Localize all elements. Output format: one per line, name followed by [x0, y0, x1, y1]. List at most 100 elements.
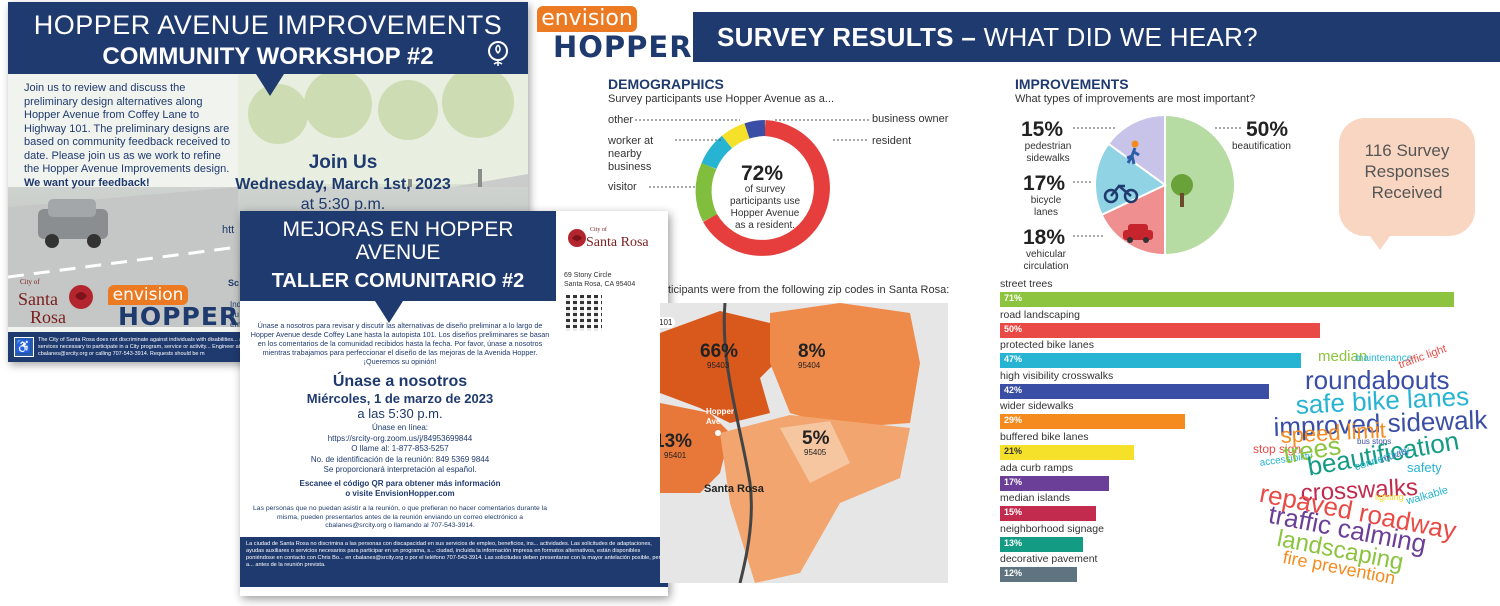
bar-value-street-trees: 71% [1004, 293, 1023, 303]
bar-label-high-visibility-crosswalks: high visibility crosswalks [1000, 369, 1114, 382]
bar-label-wider-sidewalks: wider sidewalks [1000, 400, 1074, 413]
bar-label-road-landscaping: road landscaping [1000, 308, 1080, 321]
donut-center-line1: of survey [744, 184, 786, 195]
demographics-donut-chart [695, 120, 830, 256]
bar-label-neighborhood-signage: neighborhood signage [1000, 522, 1104, 535]
bar-buffered-bike-lanes: 21% [1000, 445, 1135, 460]
rose-icon [483, 38, 513, 73]
phone-number: O llame al: 1-877-853-5257 [351, 444, 449, 453]
city-logo-rosa: Rosa [30, 307, 66, 327]
demographics-subtitle: Survey participants use Hopper Avenue as… [608, 93, 835, 105]
qr-instructions: Escanee el código QR para obtener más in… [250, 479, 550, 499]
map-pct-95401: 13% [660, 431, 693, 452]
qr-code[interactable] [566, 295, 602, 331]
spanish-join-block: Únase a nosotros Miércoles, 1 de marzo d… [250, 373, 550, 421]
english-intro-text: Join us to review and discuss the prelim… [24, 82, 239, 190]
bar-value-decorative-pavement: 12% [1004, 568, 1023, 579]
interpretation-note: Se proporcionará interpretación al españ… [323, 465, 477, 474]
bar-value-wider-sidewalks: 29% [1004, 415, 1023, 426]
word-cloud-term: safety [1407, 460, 1442, 475]
english-partial-text-2: Sc [228, 278, 240, 288]
pie-label-vehicular: vehicular circulation [1023, 249, 1069, 272]
speech-bubble-tail [256, 74, 284, 96]
bar-value-high-visibility-crosswalks: 42% [1004, 384, 1023, 395]
bar-value-buffered-bike-lanes: 21% [1004, 446, 1023, 456]
bicycle-icon [1103, 180, 1139, 209]
map-zip-95404: 95404 [798, 361, 821, 370]
city-of-label-es: City of [590, 227, 607, 233]
spanish-title-line2: TALLER COMUNITARIO #2 [271, 270, 525, 292]
bar-value-road-landscaping: 50% [1004, 323, 1023, 334]
bar-high-visibility-crosswalks: 42% [1000, 383, 1269, 399]
pie-pct-pedestrian: 15% [1021, 118, 1064, 141]
map-region-santa-rosa [720, 415, 910, 583]
map-zip-95405: 95405 [804, 448, 827, 457]
bar-value-protected-bike-lanes: 47% [1004, 354, 1023, 365]
city-logo-santa: Santa [18, 289, 58, 309]
bar-value-median-islands: 15% [1004, 507, 1023, 518]
envision-logo-badge-survey: envision [537, 6, 637, 32]
english-partial-text-1: htt [222, 224, 235, 236]
word-cloud-term: roundabouts [1305, 365, 1450, 395]
pie-slice-pedestrian [1106, 113, 1166, 187]
bar-protected-bike-lanes: 47% [1000, 353, 1301, 369]
label-worker: worker at nearby business [608, 135, 654, 173]
highway-101-line [722, 303, 753, 583]
english-footer-text: The City of Santa Rosa does not discrimi… [38, 337, 258, 357]
label-resident: resident [872, 135, 912, 147]
improvements-pie-chart [1094, 113, 1236, 257]
bar-street-trees: 71% [1000, 292, 1454, 307]
santa-rosa-label-es: Santa Rosa [586, 235, 649, 250]
mailing-address: 69 Stony Circle Santa Rosa, CA 95404 [564, 271, 635, 289]
english-join-block: Join Us Wednesday, March 1st, 2023 at 5:… [198, 152, 488, 214]
english-partial-text-5: em [230, 320, 242, 329]
spanish-title-line1: MEJORAS EN HOPPER AVENUE [282, 218, 514, 264]
english-title-line2: COMMUNITY WORKSHOP #2 [102, 43, 434, 70]
banner-bold-text: SURVEY RESULTS – [717, 22, 977, 52]
survey-results-banner: SURVEY RESULTS – WHAT DID WE HEAR? [693, 12, 1500, 62]
spanish-comment-note: Las personas que no puedan asistir a la … [253, 505, 547, 529]
hopper-ave-label: Hopper Ave [706, 407, 734, 426]
english-title-line1: HOPPER AVENUE IMPROVEMENTS [33, 10, 503, 40]
english-join-title: Join Us [308, 152, 378, 173]
map-region-95405 [780, 421, 850, 483]
spanish-join-title: Únase a nosotros [332, 373, 468, 390]
spanish-flyer: MEJORAS EN HOPPER AVENUE TALLER COMUNITA… [240, 211, 668, 596]
improvements-title: IMPROVEMENTS [1015, 76, 1129, 92]
english-time: at 5:30 p.m. [300, 196, 386, 213]
word-cloud-term: stop sign [1253, 442, 1302, 456]
envision-logo-badge: envision [108, 285, 188, 305]
city-logo-small-text: City of [20, 278, 40, 286]
spanish-time: a las 5:30 p.m. [357, 406, 443, 421]
english-feedback-text: We want your feedback! [24, 176, 150, 189]
donut-slice-worker [701, 135, 733, 170]
zoom-link[interactable]: https://srcity-org.zoom.us/j/84953699844 [327, 433, 473, 443]
english-date: Wednesday, March 1st, 2023 [235, 176, 451, 193]
bar-label-ada-curb-ramps: ada curb ramps [1000, 461, 1073, 474]
spanish-footer-text: La ciudad de Santa Rosa no discrimina a … [246, 541, 664, 568]
pedestrian-icon [1123, 140, 1145, 171]
pie-label-bicycle: bicycle lanes [1030, 195, 1062, 218]
donut-center-pct: 72% [741, 162, 784, 185]
rose-logo-icon [66, 282, 96, 317]
address-line1: 69 Stony Circle [564, 272, 612, 279]
banner-rest-text: WHAT DID WE HEAR? [976, 22, 1258, 52]
donut-center-text: of survey participants use Hopper Avenue… [715, 184, 815, 232]
bar-neighborhood-signage: 13% [1000, 536, 1084, 552]
bar-label-median-islands: median islands [1000, 492, 1071, 505]
label-visitor: visitor [608, 181, 637, 193]
word-cloud-term: bus stops [1357, 437, 1392, 446]
word-cloud-term: median [1318, 348, 1368, 365]
meeting-id: No. de identificación de la reunión: 849… [310, 454, 490, 464]
map-region-95404 [770, 303, 920, 428]
hopper-ave-marker [715, 430, 721, 436]
address-line2: Santa Rosa, CA 95404 [564, 281, 636, 288]
donut-slice-business-owner [744, 120, 766, 139]
online-label: Únase en línea: [371, 423, 429, 432]
qr-line2[interactable]: o visite EnvisionHopper.com [345, 489, 455, 498]
label-business-owner: business owner [872, 113, 949, 125]
pie-slice-bicycle [1094, 142, 1167, 217]
bar-decorative-pavement: 12% [1000, 567, 1077, 583]
tree-icon [1169, 173, 1195, 214]
map-zip-95403: 95403 [707, 361, 730, 370]
